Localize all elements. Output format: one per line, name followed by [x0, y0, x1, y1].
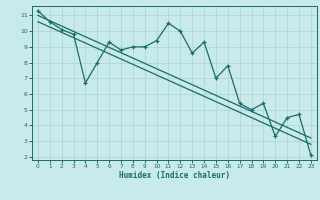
X-axis label: Humidex (Indice chaleur): Humidex (Indice chaleur)	[119, 171, 230, 180]
